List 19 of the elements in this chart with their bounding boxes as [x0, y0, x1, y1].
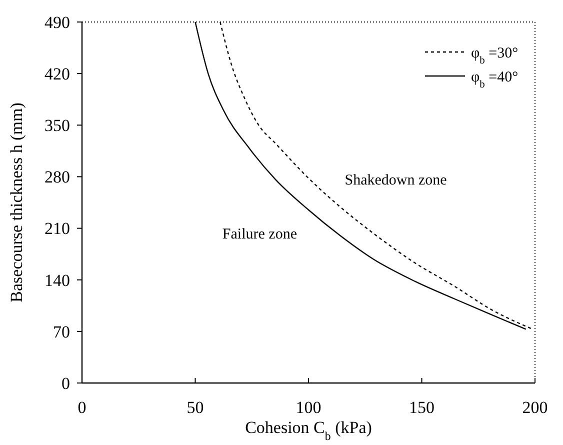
x-tick-label: 100	[296, 398, 322, 417]
y-tick-label: 70	[53, 322, 70, 342]
y-axis-title: Basecourse thickness h (mm)	[7, 102, 26, 302]
x-tick-label: 200	[522, 398, 548, 417]
y-tick-label: 350	[44, 116, 70, 136]
x-tick-label: 0	[78, 398, 86, 417]
annotation: Failure zone	[222, 226, 298, 243]
legend-label: φ$_{b}$ =30°	[471, 45, 518, 66]
y-tick-label: 140	[44, 270, 70, 290]
y-tick-label: 490	[44, 12, 70, 32]
x-tick-label: 50	[186, 398, 204, 417]
y-tick-label: 0	[62, 374, 70, 393]
legend-label: φ$_{b}$ =40°	[471, 69, 518, 90]
annotation: Shakedown zone	[344, 172, 448, 188]
y-tick-label: 420	[44, 64, 70, 84]
y-tick-label: 210	[44, 219, 70, 238]
x-axis-title: Cohesion C$_{b}$ (kPa)	[245, 418, 372, 443]
y-tick-label: 280	[44, 168, 70, 187]
x-tick-label: 150	[409, 398, 434, 417]
